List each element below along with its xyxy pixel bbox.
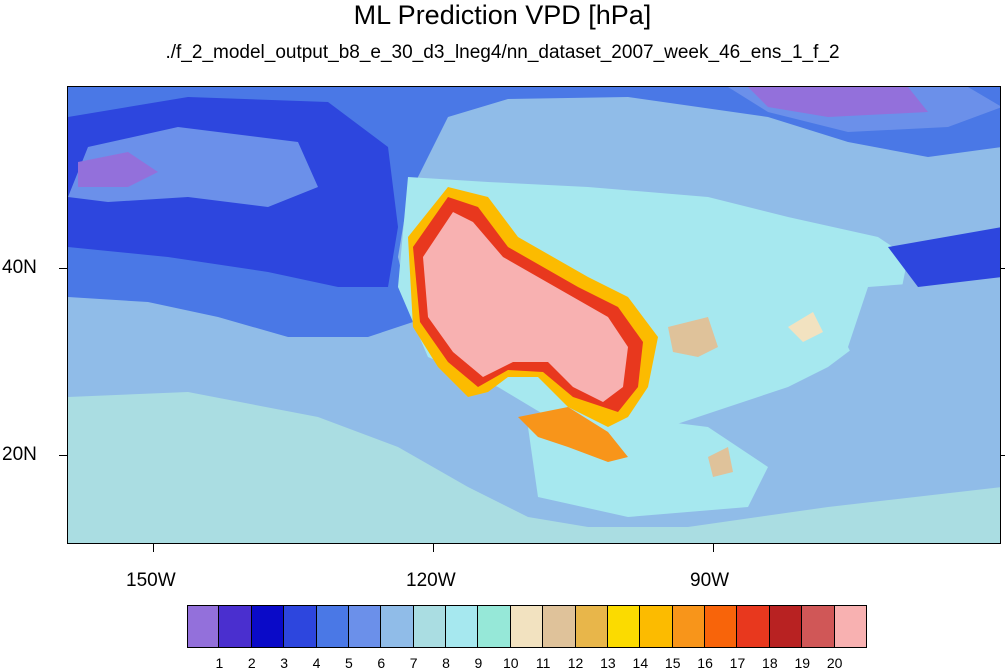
x-major-tick <box>433 544 434 552</box>
colorbar-level-label: 17 <box>729 655 746 671</box>
colorbar-level-label: 20 <box>826 655 843 671</box>
colorbar-level-label: 19 <box>794 655 811 671</box>
field-mexico-high <box>518 407 628 462</box>
colorbar-level-label: 15 <box>664 655 681 671</box>
colorbar-level-label: 6 <box>377 655 386 671</box>
colorbar-cell <box>640 605 673 648</box>
colorbar-level-label: 11 <box>535 655 551 671</box>
colorbar-level-label: 2 <box>247 655 256 671</box>
colorbar-cell <box>187 605 220 648</box>
colorbar-level-label: 8 <box>442 655 450 671</box>
lon-label-120w: 120W <box>406 570 456 591</box>
colorbar-cell <box>478 605 511 648</box>
field-caribbean-patch <box>708 447 733 477</box>
y-major-tick-right <box>1001 455 1005 456</box>
colorbar-level-label: 16 <box>697 655 713 671</box>
vpd-field-map <box>68 87 1000 543</box>
colorbar-cell <box>834 605 867 648</box>
colorbar-cell <box>284 605 317 648</box>
colorbar-cell <box>543 605 576 648</box>
colorbar-cell <box>348 605 382 648</box>
x-major-tick <box>713 544 714 552</box>
colorbar-level-label: 12 <box>567 655 584 671</box>
colorbar-level-label: 13 <box>600 655 616 671</box>
field-pacific-inner <box>68 127 318 207</box>
chart-title: ML Prediction VPD [hPa] <box>353 0 652 30</box>
colorbar-cell <box>510 605 544 648</box>
colorbar-level-label: 1 <box>215 655 224 671</box>
lat-label-20n: 20N <box>2 444 37 465</box>
x-major-tick <box>153 544 154 552</box>
colorbar-cell <box>575 605 608 648</box>
chart-subtitle: ./f_2_model_output_b8_e_30_d3_lneg4/nn_d… <box>165 42 840 63</box>
field-gulf-coast-patch <box>668 317 718 357</box>
colorbar-cell <box>705 605 738 648</box>
lat-label-40n: 40N <box>2 257 37 278</box>
colorbar <box>187 605 867 648</box>
colorbar-cell <box>316 605 349 648</box>
colorbar-level-label: 18 <box>762 655 778 671</box>
colorbar-level-label: 14 <box>632 655 649 671</box>
map-panel <box>67 86 1001 544</box>
colorbar-cell <box>737 605 770 648</box>
field-southeast-patch <box>788 312 823 342</box>
colorbar-cell <box>446 605 479 648</box>
colorbar-level-label: 7 <box>409 655 418 671</box>
colorbar-cell <box>672 605 706 648</box>
y-major-tick <box>59 455 67 456</box>
field-atlantic <box>848 277 1000 417</box>
field-sw-level-20 <box>423 212 628 402</box>
y-major-tick <box>59 268 67 269</box>
field-pacific-min <box>78 152 158 187</box>
lon-label-150w: 150W <box>126 570 176 591</box>
colorbar-level-label: 3 <box>280 655 289 671</box>
colorbar-cell <box>413 605 447 648</box>
colorbar-level-label: 4 <box>312 655 321 671</box>
colorbar-cell <box>381 605 414 648</box>
y-major-tick-right <box>1001 268 1005 269</box>
field-atlantic-north <box>888 227 1000 287</box>
field-hudson-min <box>748 87 928 117</box>
colorbar-cell <box>607 605 641 648</box>
lon-label-90w: 90W <box>690 570 730 591</box>
field-south-pacific <box>68 392 1000 543</box>
colorbar-cell <box>251 605 285 648</box>
colorbar-cell <box>219 605 252 648</box>
colorbar-level-label: 9 <box>474 655 483 671</box>
colorbar-cell <box>802 605 835 648</box>
colorbar-cell <box>769 605 803 648</box>
colorbar-level-label: 5 <box>344 655 353 671</box>
colorbar-level-label: 10 <box>503 655 519 671</box>
